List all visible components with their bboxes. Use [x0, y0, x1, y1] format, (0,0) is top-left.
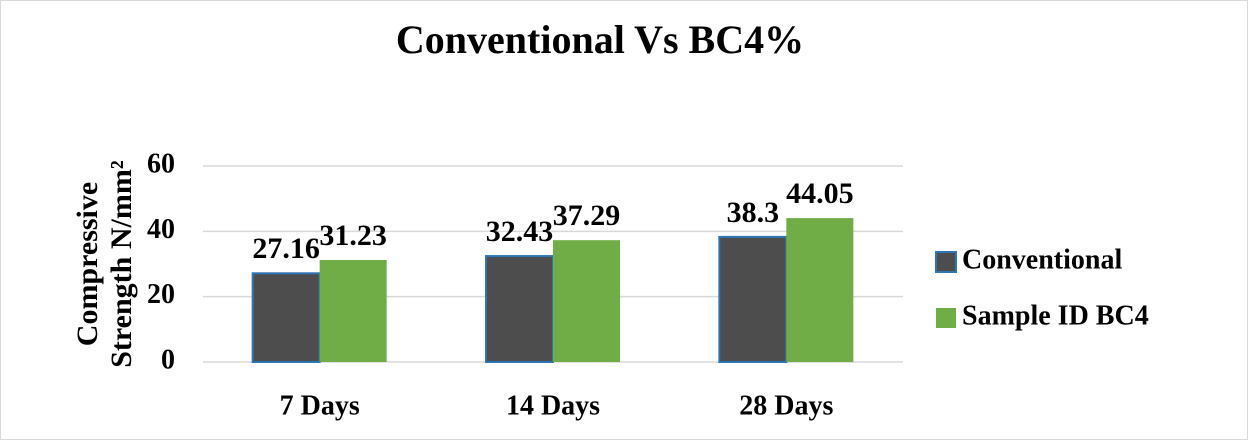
y-tick-label: 0: [161, 344, 175, 375]
y-axis-title: Compressive Strength N/mm²: [71, 160, 138, 368]
y-tick-label: 40: [147, 214, 175, 245]
x-tick-label: 14 Days: [506, 390, 600, 421]
bar: [718, 235, 788, 364]
data-label: 32.43: [486, 215, 554, 248]
bar: [319, 259, 387, 362]
bar: [553, 240, 620, 362]
bar: [786, 218, 854, 362]
bar: [251, 272, 321, 364]
y-axis-title-line: Strength N/mm²: [105, 160, 138, 368]
legend-label: Sample ID BC4: [962, 300, 1149, 331]
y-tick-label: 60: [147, 148, 175, 179]
x-tick-label: 7 Days: [280, 390, 360, 421]
bar: [485, 255, 554, 364]
data-label: 27.16: [252, 232, 320, 265]
data-label: 31.23: [319, 219, 387, 252]
x-tick-label: 28 Days: [739, 390, 833, 421]
data-label: 44.05: [786, 177, 854, 210]
y-tick-label: 20: [147, 279, 175, 310]
data-label: 37.29: [553, 199, 621, 232]
data-label: 38.3: [727, 196, 780, 229]
y-axis-title-line: Compressive: [71, 182, 104, 346]
chart-title: Conventional Vs BC4%: [396, 17, 804, 62]
legend-label: Conventional: [962, 244, 1122, 275]
legend-swatch: [936, 308, 956, 328]
legend-swatch: [935, 251, 957, 273]
